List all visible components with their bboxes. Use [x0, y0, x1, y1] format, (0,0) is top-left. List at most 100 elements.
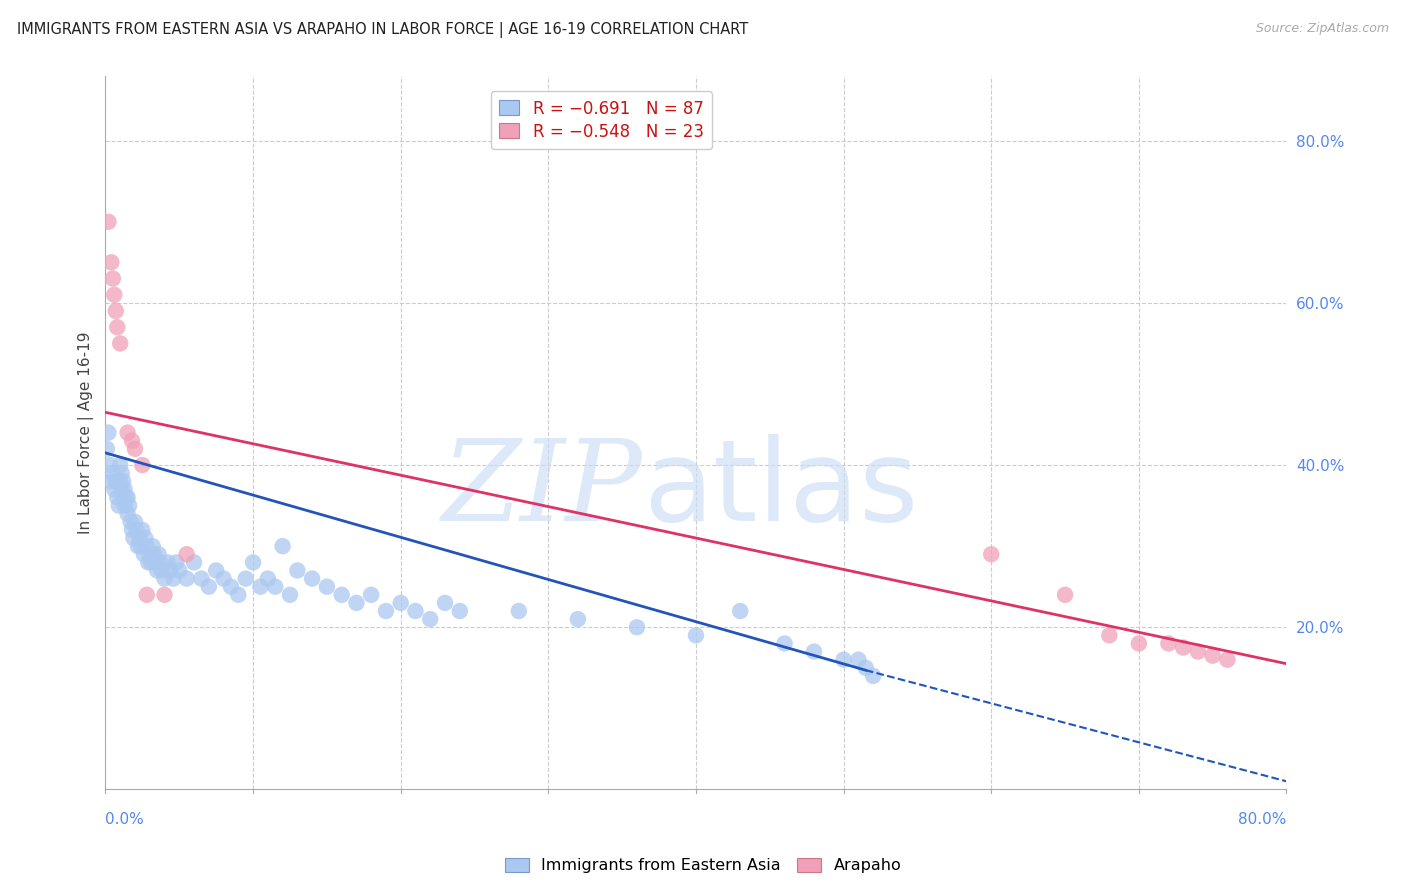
Point [145, 555, 167, 569]
Point [728, 604, 751, 618]
Point [159, 564, 181, 578]
Point [131, 523, 153, 537]
Text: Source: ZipAtlas.com: Source: ZipAtlas.com [1256, 22, 1389, 36]
Point [143, 547, 166, 561]
Point [146, 564, 169, 578]
Point [110, 458, 132, 472]
Point [434, 596, 457, 610]
Point [153, 588, 176, 602]
Point [127, 539, 149, 553]
Point [205, 564, 228, 578]
Point [120, 515, 142, 529]
Point [121, 434, 143, 448]
Point [346, 596, 368, 610]
Point [117, 425, 139, 440]
Point [287, 564, 309, 578]
Point [97, 425, 120, 440]
Point [271, 539, 294, 553]
Point [190, 572, 212, 586]
Point [315, 580, 337, 594]
Point [101, 466, 124, 480]
Point [256, 572, 278, 586]
Point [405, 604, 427, 618]
Text: 0.0%: 0.0% [105, 812, 145, 827]
Point [626, 620, 648, 634]
Text: IMMIGRANTS FROM EASTERN ASIA VS ARAPAHO IN LABOR FORCE | AGE 16-19 CORRELATION C: IMMIGRANTS FROM EASTERN ASIA VS ARAPAHO … [17, 22, 748, 38]
Point [176, 572, 198, 586]
Point [112, 475, 135, 489]
Point [110, 475, 132, 489]
Point [136, 555, 159, 569]
Point [389, 596, 412, 610]
Point [112, 491, 135, 505]
Text: atlas: atlas [643, 434, 918, 545]
Point [148, 547, 170, 561]
Point [301, 572, 323, 586]
Point [117, 507, 139, 521]
Point [111, 466, 134, 480]
Point [100, 255, 122, 269]
Point [107, 499, 129, 513]
Text: ZIP: ZIP [441, 434, 643, 545]
Point [138, 547, 162, 561]
Point [360, 588, 382, 602]
Point [169, 564, 191, 578]
Point [101, 271, 124, 285]
Point [125, 523, 148, 537]
Point [141, 555, 163, 569]
Point [149, 555, 172, 569]
Point [226, 588, 250, 602]
Point [122, 531, 145, 545]
Point [96, 442, 118, 456]
Point [117, 491, 139, 505]
Point [183, 555, 205, 569]
Point [100, 475, 122, 489]
Point [197, 580, 219, 594]
Point [128, 531, 150, 545]
Point [419, 612, 441, 626]
Point [249, 580, 271, 594]
Point [832, 653, 855, 667]
Point [264, 580, 287, 594]
Point [105, 320, 128, 334]
Text: 80.0%: 80.0% [1239, 812, 1286, 827]
Point [111, 483, 134, 497]
Point [862, 669, 884, 683]
Point [135, 539, 157, 553]
Point [98, 458, 121, 472]
Point [773, 636, 796, 650]
Point [176, 547, 198, 561]
Point [121, 523, 143, 537]
Point [115, 491, 138, 505]
Point [114, 499, 136, 513]
Point [449, 604, 471, 618]
Point [846, 653, 869, 667]
Y-axis label: In Labor Force | Age 16-19: In Labor Force | Age 16-19 [79, 331, 94, 534]
Point [1171, 640, 1194, 655]
Point [153, 572, 176, 586]
Point [855, 661, 877, 675]
Point [165, 555, 187, 569]
Point [105, 491, 128, 505]
Point [142, 539, 165, 553]
Point [1157, 636, 1180, 650]
Point [219, 580, 242, 594]
Point [567, 612, 589, 626]
Point [150, 564, 173, 578]
Point [104, 475, 127, 489]
Point [235, 572, 257, 586]
Point [508, 604, 530, 618]
Point [212, 572, 235, 586]
Point [1128, 636, 1150, 650]
Point [124, 515, 146, 529]
Point [129, 539, 152, 553]
Point [103, 287, 125, 301]
Legend: Immigrants from Eastern Asia, Arapaho: Immigrants from Eastern Asia, Arapaho [498, 851, 908, 880]
Point [104, 304, 127, 318]
Point [114, 483, 136, 497]
Point [330, 588, 353, 602]
Point [242, 555, 264, 569]
Point [156, 555, 179, 569]
Point [1098, 628, 1121, 642]
Point [1216, 653, 1239, 667]
